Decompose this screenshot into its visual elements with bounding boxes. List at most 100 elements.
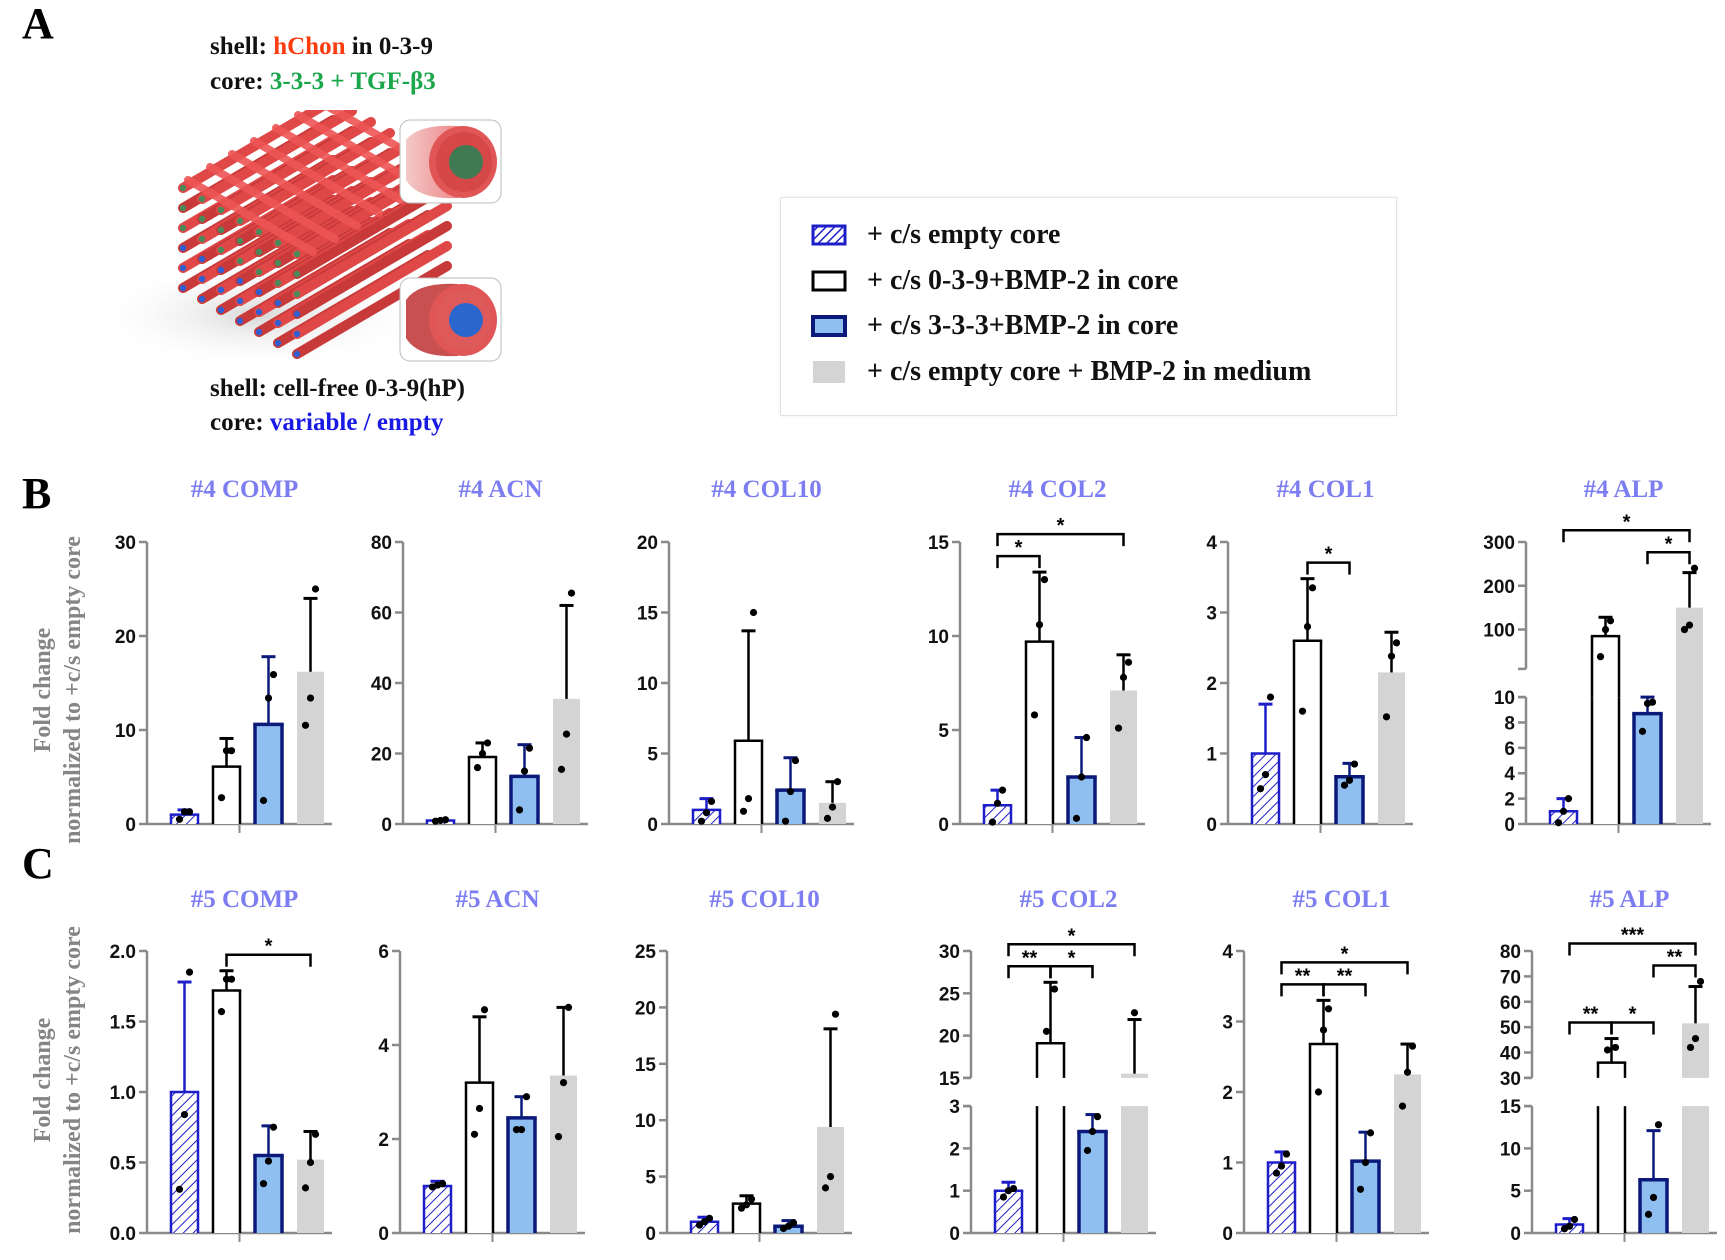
bar-bmp2-medium bbox=[550, 1075, 577, 1233]
panel-letter-c: C bbox=[22, 839, 54, 888]
y-tick-label: 5 bbox=[938, 721, 949, 742]
y-tick-label: 60 bbox=[371, 604, 392, 625]
data-point bbox=[1324, 1005, 1333, 1013]
data-point bbox=[1638, 727, 1647, 735]
data-point bbox=[483, 739, 492, 747]
data-point bbox=[1119, 673, 1128, 681]
y-tick-label: 3 bbox=[1206, 604, 1217, 625]
bar-empty-core bbox=[691, 1221, 718, 1233]
y-tick-label: 0 bbox=[645, 1224, 656, 1245]
data-point bbox=[1083, 1146, 1092, 1155]
data-point bbox=[702, 809, 711, 817]
legend-label: + c/s 3-3-3+BMP-2 in core bbox=[867, 310, 1179, 341]
legend-label: + c/s empty core + BMP-2 in medium bbox=[867, 356, 1312, 387]
data-point bbox=[1088, 1127, 1097, 1136]
scaffold-rod-core bbox=[293, 350, 301, 358]
data-point bbox=[705, 1214, 714, 1222]
scaffold-rod-core bbox=[255, 328, 263, 336]
data-point bbox=[512, 1126, 521, 1134]
y-tick-label: 0 bbox=[381, 815, 392, 836]
scaffold-rod-core bbox=[179, 264, 187, 272]
data-point bbox=[1564, 795, 1573, 803]
data-point bbox=[222, 747, 231, 755]
data-point bbox=[1256, 785, 1265, 793]
scaffold-rod-core bbox=[198, 295, 206, 303]
scaffold-cross-rod bbox=[184, 176, 317, 256]
shell-bottom-label: shell: cell-free 0-3-9(hP) bbox=[210, 375, 465, 402]
data-point bbox=[739, 807, 748, 815]
data-point bbox=[438, 1180, 447, 1188]
bar-empty-core bbox=[171, 814, 198, 824]
data-point bbox=[1382, 713, 1391, 721]
bar-039-bmp2 bbox=[469, 757, 496, 824]
data-point bbox=[180, 808, 189, 816]
data-point bbox=[478, 749, 487, 758]
chart-title: #4 COL1 bbox=[1276, 476, 1375, 503]
data-point bbox=[259, 796, 268, 805]
y-tick-label: 0 bbox=[1510, 1224, 1521, 1245]
bar-bmp2-medium bbox=[1682, 1106, 1709, 1233]
bar-empty-core bbox=[1252, 753, 1279, 824]
scaffold-rod-core bbox=[217, 246, 225, 254]
core-bottom-prefix: core: bbox=[210, 409, 270, 436]
bar-333-bmp2 bbox=[777, 790, 804, 824]
data-point bbox=[217, 794, 226, 802]
data-point bbox=[1124, 658, 1133, 666]
data-point bbox=[1350, 760, 1359, 768]
y-tick-label: 0 bbox=[1504, 815, 1515, 836]
data-point bbox=[264, 694, 273, 702]
data-point bbox=[306, 694, 315, 702]
scaffold-rod-core bbox=[198, 195, 206, 203]
y-tick-label: 2.0 bbox=[110, 942, 136, 963]
significance-bracket bbox=[1306, 561, 1351, 575]
data-point bbox=[781, 817, 790, 825]
scaffold-rod-core bbox=[236, 317, 244, 325]
data-point bbox=[1050, 985, 1059, 993]
scaffold-rod-core bbox=[179, 244, 187, 252]
data-point bbox=[525, 744, 534, 752]
y-tick-label: 15 bbox=[635, 1055, 657, 1076]
bar-333-bmp2 bbox=[508, 1117, 535, 1233]
data-point bbox=[1403, 1068, 1412, 1076]
scaffold-rod-core bbox=[293, 270, 301, 278]
data-point bbox=[1366, 1129, 1375, 1137]
scaffold-rod-core bbox=[217, 206, 225, 214]
data-point bbox=[749, 608, 758, 617]
data-point bbox=[1554, 819, 1563, 827]
panel-letter-a: A bbox=[22, 0, 54, 48]
bar-039-bmp2 bbox=[1598, 1062, 1625, 1078]
y-tick-label: 1.5 bbox=[110, 1013, 137, 1034]
significance-label: ** bbox=[1022, 947, 1038, 969]
bar-039-bmp2 bbox=[213, 766, 240, 824]
significance-label: ** bbox=[1295, 965, 1311, 987]
bar-bmp2-medium bbox=[1676, 697, 1703, 824]
data-point bbox=[1387, 652, 1396, 660]
y-tick-label: 30 bbox=[115, 533, 136, 554]
significance-bracket bbox=[1562, 529, 1691, 543]
data-point bbox=[217, 1008, 226, 1016]
data-point bbox=[1261, 771, 1270, 779]
scaffold-rod-core bbox=[236, 277, 244, 285]
scaffold-rod-core bbox=[255, 308, 263, 316]
data-point bbox=[999, 1193, 1008, 1201]
data-point bbox=[1303, 623, 1312, 631]
data-point bbox=[993, 799, 1002, 807]
inset-green-core bbox=[399, 119, 502, 204]
chart-4-alp: 0 2 4 6 8 10 100 200 300 * * bbox=[1483, 511, 1711, 836]
core-bottom-label: core: variable / empty bbox=[210, 410, 444, 435]
y-tick-label: 1 bbox=[1222, 1154, 1233, 1175]
bar-333-bmp2 bbox=[1068, 777, 1095, 824]
y-tick-label: 15 bbox=[939, 1069, 961, 1090]
data-point bbox=[1282, 1150, 1291, 1158]
data-point bbox=[1082, 733, 1091, 742]
y-tick-label: 20 bbox=[637, 533, 658, 554]
data-point bbox=[441, 816, 450, 824]
chart-title: #5 ALP bbox=[1589, 886, 1670, 913]
y-tick-label: 50 bbox=[1500, 1018, 1521, 1039]
data-point bbox=[833, 778, 842, 786]
significance-bracket bbox=[1049, 965, 1094, 979]
bar-039-bmp2 bbox=[1037, 1106, 1064, 1233]
y-tick-label: 10 bbox=[1494, 688, 1515, 709]
data-point bbox=[823, 814, 832, 822]
